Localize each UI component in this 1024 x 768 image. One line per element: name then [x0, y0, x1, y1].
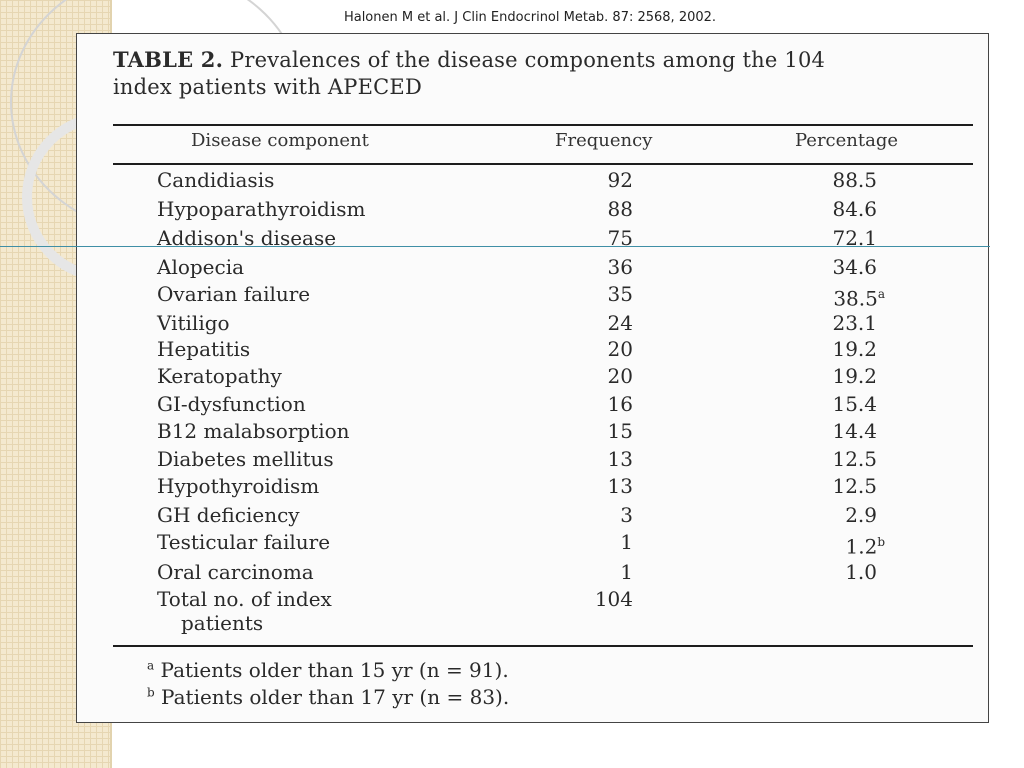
table-label: TABLE 2.: [113, 47, 224, 72]
frequency-cell: 20: [607, 337, 633, 361]
table-caption-line2: index patients with APECED: [113, 75, 422, 99]
percentage-cell: 88.5: [811, 169, 877, 191]
disease-component: Hypothyroidism: [157, 474, 320, 498]
slide-guide-line: [0, 246, 990, 247]
disease-component: Vitiligo: [157, 311, 230, 335]
disease-component: Addison's disease: [157, 226, 337, 250]
total-label-line2: patients: [181, 611, 264, 635]
percentage-value: 84.6: [832, 197, 877, 221]
frequency-cell: 35: [607, 282, 633, 306]
percentage-cell: 84.6: [811, 198, 877, 220]
disease-component: B12 malabsorption: [157, 419, 350, 443]
percentage-value: 1.0: [845, 560, 877, 584]
percentage-value: 12.5: [832, 447, 877, 471]
frequency-cell: 15: [607, 419, 633, 443]
percentage-value: 88.5: [832, 168, 877, 192]
percentage-cell: 2.9: [811, 504, 877, 526]
table-caption: TABLE 2. Prevalences of the disease comp…: [113, 46, 973, 101]
disease-component: Oral carcinoma: [157, 560, 314, 584]
citation: Halonen M et al. J Clin Endocrinol Metab…: [343, 10, 717, 25]
frequency-cell: 3: [620, 503, 633, 527]
disease-component: Alopecia: [157, 255, 245, 279]
table-image-panel: TABLE 2. Prevalences of the disease comp…: [76, 33, 989, 723]
percentage-cell: 12.5: [811, 475, 877, 497]
percentage-value: 38.5: [833, 286, 878, 311]
disease-component: Hypoparathyroidism: [157, 197, 366, 221]
disease-component: Ovarian failure: [157, 282, 311, 306]
percentage-value: 12.5: [832, 474, 877, 498]
disease-component: Diabetes mellitus: [157, 447, 334, 471]
percentage-value: 19.2: [832, 364, 877, 388]
frequency-cell: 16: [607, 392, 633, 416]
footnote-mark: b: [147, 685, 155, 700]
percentage-cell: 15.4: [811, 393, 877, 415]
disease-component: Hepatitis: [157, 337, 251, 361]
percentage-cell: 1.0: [811, 561, 877, 583]
disease-component: Testicular failure: [157, 530, 331, 554]
disease-component: GI-dysfunction: [157, 392, 306, 416]
table-header-rule: [113, 163, 973, 165]
percentage-cell: 19.2: [811, 338, 877, 360]
percentage-cell: 12.5: [811, 448, 877, 470]
header-frequency: Frequency: [555, 130, 653, 151]
frequency-cell: 36: [607, 255, 633, 279]
percentage-value: 1.2: [845, 534, 878, 559]
header-percentage: Percentage: [795, 130, 899, 151]
table-top-rule: [113, 124, 973, 126]
footnote-mark: b: [877, 535, 885, 549]
table-bottom-rule: [113, 645, 973, 647]
header-component: Disease component: [191, 130, 369, 151]
table-caption-line1: Prevalences of the disease components am…: [230, 48, 826, 72]
percentage-cell: 14.4: [811, 420, 877, 442]
percentage-cell: 19.2: [811, 365, 877, 387]
percentage-value: 2.9: [845, 503, 877, 527]
percentage-value: 15.4: [832, 392, 877, 416]
frequency-cell: 88: [607, 197, 633, 221]
frequency-cell: 1: [620, 560, 633, 584]
disease-component: Candidiasis: [157, 168, 275, 192]
percentage-value: 14.4: [832, 419, 877, 443]
total-label-line1: Total no. of index: [157, 587, 332, 611]
footnote-mark: a: [877, 287, 885, 301]
percentage-value: 72.1: [832, 226, 877, 250]
percentage-cell: 72.1: [811, 227, 877, 249]
frequency-cell: 75: [607, 226, 633, 250]
footnote-text: Patients older than 15 yr (n = 91).: [160, 658, 509, 682]
frequency-cell: 13: [607, 447, 633, 471]
frequency-cell: 24: [607, 311, 633, 335]
footnote-a: a Patients older than 15 yr (n = 91).: [147, 658, 509, 682]
frequency-cell: 1: [620, 530, 633, 554]
percentage-value: 23.1: [832, 311, 877, 335]
percentage-cell: 1.2b: [811, 531, 886, 559]
frequency-cell: 13: [607, 474, 633, 498]
percentage-cell: 38.5a: [811, 283, 885, 310]
disease-component: Keratopathy: [157, 364, 282, 388]
footnote-b: b Patients older than 17 yr (n = 83).: [147, 685, 509, 709]
percentage-cell: 34.6: [811, 256, 877, 278]
percentage-cell: 23.1: [811, 312, 877, 334]
percentage-value: 34.6: [832, 255, 877, 279]
footnote-text: Patients older than 17 yr (n = 83).: [161, 685, 510, 709]
percentage-value: 19.2: [832, 337, 877, 361]
total-frequency: 104: [594, 587, 633, 611]
frequency-cell: 92: [607, 168, 633, 192]
disease-component: GH deficiency: [157, 503, 300, 527]
footnote-mark: a: [147, 658, 155, 673]
frequency-cell: 20: [607, 364, 633, 388]
